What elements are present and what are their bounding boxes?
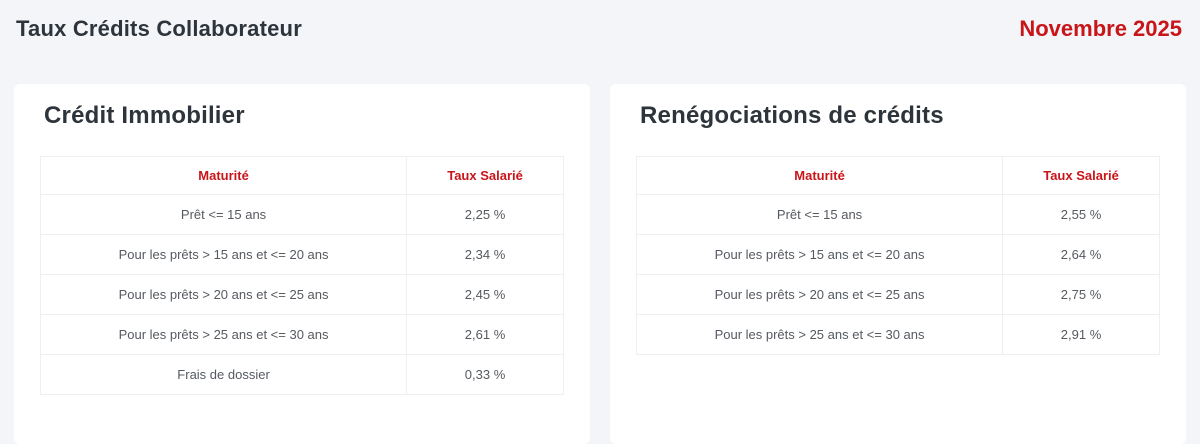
- rate-cell: 2,64 %: [1002, 234, 1160, 275]
- rate-cell: 2,61 %: [406, 314, 564, 355]
- rate-cell: 0,33 %: [406, 354, 564, 395]
- maturity-cell: Pour les prêts > 25 ans et <= 30 ans: [635, 314, 1004, 355]
- maturity-cell: Pour les prêts > 15 ans et <= 20 ans: [39, 234, 408, 275]
- table-header: Maturité Taux Salarié: [39, 156, 564, 195]
- column-header: Taux Salarié: [406, 156, 564, 195]
- table-row: Pour les prêts > 25 ans et <= 30 ans 2,91…: [635, 314, 1160, 355]
- column-header: Taux Salarié: [1002, 156, 1160, 195]
- card-renegociations: Renégociations de crédits Maturité Taux S…: [610, 84, 1186, 444]
- rate-cell: 2,75 %: [1002, 274, 1160, 315]
- maturity-cell: Pour les prêts > 20 ans et <= 25 ans: [39, 274, 408, 315]
- table-row: Prêt <= 15 ans 2,55 %: [635, 194, 1160, 235]
- header-row: Maturité Taux Salarié: [635, 156, 1160, 195]
- table-body: Prêt <= 15 ans 2,55 % Pour les prêts > 15 …: [635, 194, 1160, 355]
- maturity-cell: Prêt <= 15 ans: [635, 194, 1004, 235]
- maturity-cell: Prêt <= 15 ans: [39, 194, 408, 235]
- rate-cell: 2,25 %: [406, 194, 564, 235]
- cards-container: Crédit Immobilier Maturité Taux Salarié P…: [0, 84, 1200, 444]
- rate-cell: 2,91 %: [1002, 314, 1160, 355]
- card-title: Renégociations de crédits: [640, 102, 944, 129]
- rate-cell: 2,34 %: [406, 234, 564, 275]
- maturity-cell: Pour les prêts > 25 ans et <= 30 ans: [39, 314, 408, 355]
- maturity-cell: Pour les prêts > 15 ans et <= 20 ans: [635, 234, 1004, 275]
- table-row: Pour les prêts > 15 ans et <= 20 ans 2,34…: [39, 234, 564, 275]
- period-label: Novembre 2025: [1019, 16, 1182, 41]
- rate-cell: 2,45 %: [406, 274, 564, 315]
- maturity-cell: Frais de dossier: [39, 354, 408, 395]
- column-header: Maturité: [635, 156, 1004, 195]
- table-row: Pour les prêts > 25 ans et <= 30 ans 2,61…: [39, 314, 564, 355]
- rate-cell: 2,55 %: [1002, 194, 1160, 235]
- column-header: Maturité: [39, 156, 408, 195]
- rates-table-credit-immobilier: Maturité Taux Salarié Prêt <= 15 ans 2,25 …: [39, 156, 564, 395]
- table-row: Prêt <= 15 ans 2,25 %: [39, 194, 564, 235]
- card-title: Crédit Immobilier: [44, 102, 245, 129]
- table-body: Prêt <= 15 ans 2,25 % Pour les prêts > 15 …: [39, 194, 564, 395]
- table-header: Maturité Taux Salarié: [635, 156, 1160, 195]
- page-title: Taux Crédits Collaborateur: [16, 16, 302, 41]
- rates-table-renegociations: Maturité Taux Salarié Prêt <= 15 ans 2,55 …: [635, 156, 1160, 355]
- header-row: Maturité Taux Salarié: [39, 156, 564, 195]
- top-bar: Taux Crédits Collaborateur Novembre 2025: [0, 0, 1200, 42]
- table-row: Pour les prêts > 20 ans et <= 25 ans 2,75…: [635, 274, 1160, 315]
- table-row: Pour les prêts > 15 ans et <= 20 ans 2,64…: [635, 234, 1160, 275]
- card-credit-immobilier: Crédit Immobilier Maturité Taux Salarié P…: [14, 84, 590, 444]
- maturity-cell: Pour les prêts > 20 ans et <= 25 ans: [635, 274, 1004, 315]
- table-row: Pour les prêts > 20 ans et <= 25 ans 2,45…: [39, 274, 564, 315]
- table-row: Frais de dossier 0,33 %: [39, 354, 564, 395]
